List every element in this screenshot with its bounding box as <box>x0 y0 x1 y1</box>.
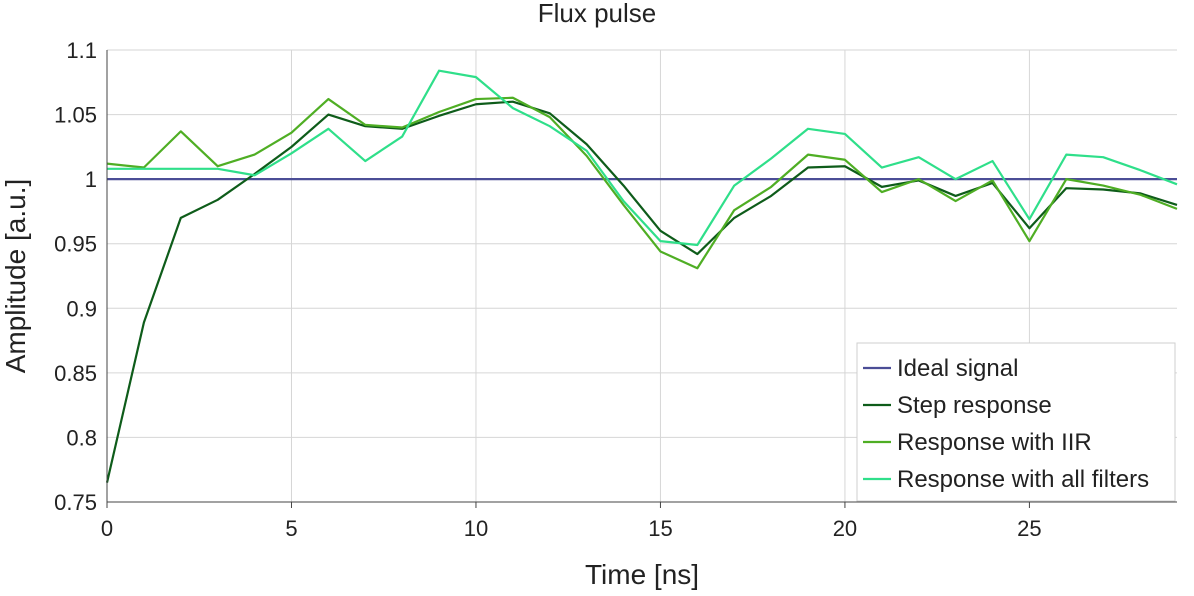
series-line-response-with-all-filters <box>107 69 1178 247</box>
x-axis-label: Time [ns] <box>585 559 699 590</box>
y-tick-label: 0.9 <box>66 296 97 321</box>
legend: Ideal signal Step response Response with I… <box>856 342 1176 502</box>
x-tick-label: 0 <box>101 516 113 541</box>
series-lines <box>105 69 1178 483</box>
y-tick-label: 1.1 <box>66 38 97 63</box>
y-tick-label: 0.75 <box>54 490 97 515</box>
legend-label: Ideal signal <box>897 355 1018 382</box>
x-tick-labels: 0 5 10 15 20 25 <box>101 516 1042 541</box>
y-tick-label: 0.85 <box>54 361 97 386</box>
series-line-response-with-iir <box>106 96 1178 270</box>
x-tick-label: 5 <box>285 516 297 541</box>
y-axis-label: Amplitude [a.u.] <box>0 179 31 374</box>
legend-box <box>856 342 1176 502</box>
y-tick-label: 0.95 <box>54 232 97 257</box>
y-tick-labels: 0.75 0.8 0.85 0.9 0.95 1 1.05 1.1 <box>54 38 97 515</box>
y-tick-label: 1 <box>85 167 97 192</box>
y-tick-label: 1.05 <box>54 103 97 128</box>
x-tick-label: 25 <box>1017 516 1041 541</box>
axes <box>106 50 1177 508</box>
legend-label: Response with all filters <box>897 466 1149 493</box>
chart-title: Flux pulse <box>538 0 657 28</box>
x-tick-label: 15 <box>648 516 672 541</box>
x-tick-label: 10 <box>464 516 488 541</box>
x-tick-label: 20 <box>833 516 857 541</box>
legend-label: Response with IIR <box>897 429 1092 456</box>
legend-label: Step response <box>897 392 1052 419</box>
y-tick-label: 0.8 <box>66 425 97 450</box>
